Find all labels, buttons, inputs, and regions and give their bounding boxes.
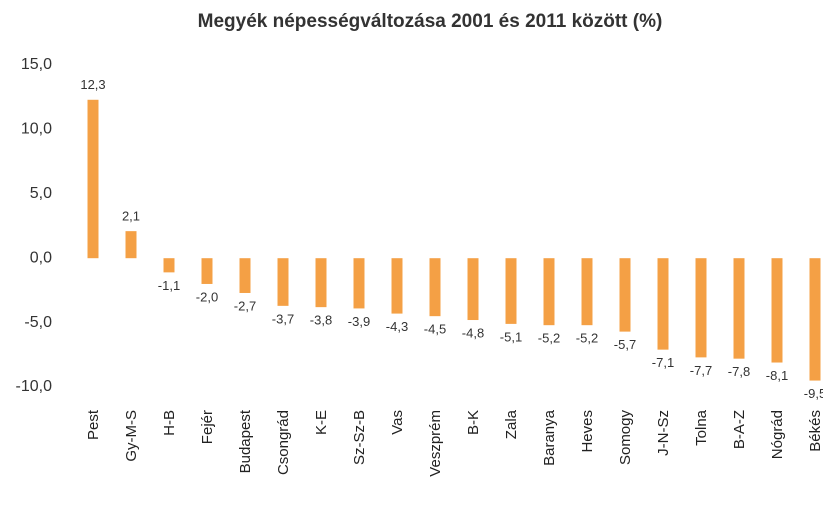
value-label: -2,7 [234,298,256,313]
x-tick-label: H-B [161,410,178,436]
value-label: -3,9 [348,314,370,329]
bar [695,258,707,358]
x-tick-label: Pest [85,409,102,440]
value-label: -4,8 [462,325,484,340]
x-tick-label: Veszprém [427,410,444,477]
y-tick-label: 5,0 [30,185,52,202]
value-label: -7,8 [728,364,750,379]
x-tick-label: B-K [465,410,482,435]
bar [239,258,251,293]
value-label: 2,1 [122,209,140,224]
bar [809,258,821,381]
value-label: -7,1 [652,355,674,370]
x-tick-label: Somogy [617,410,634,466]
x-tick-label: Sz-Sz-B [351,410,368,465]
bar [619,258,631,332]
x-tick-label: Nógrád [769,410,786,459]
x-tick-label: B-A-Z [731,410,748,449]
x-tick-label: J-N-Sz [655,410,672,456]
bar [87,99,99,259]
x-tick-label: Gy-M-S [123,410,140,462]
bar [429,258,441,317]
bar [581,258,593,326]
value-label: -2,0 [196,289,218,304]
x-tick-label: Budapest [237,409,254,473]
bar [657,258,669,350]
bar [391,258,403,314]
x-tick-label: Fejér [199,410,216,444]
y-tick-label: 10,0 [21,121,52,138]
y-tick-label: 15,0 [21,56,52,73]
x-tick-label: Békés [807,410,823,452]
bar [125,231,137,259]
x-tick-label: Baranya [541,409,558,466]
y-tick-label: -10,0 [16,378,53,395]
bar [201,258,213,284]
value-label: -1,1 [158,278,180,293]
bar [733,258,745,359]
value-label: -9,5 [804,386,823,401]
value-label: 12,3 [80,77,105,92]
value-label: -3,8 [310,313,332,328]
x-tick-label: Heves [579,410,596,453]
x-tick-label: Zala [503,409,520,439]
chart-title: Megyék népességváltozása 2001 és 2011 kö… [198,11,663,32]
bar [315,258,327,308]
value-label: -5,2 [538,331,560,346]
value-label: -7,7 [690,363,712,378]
bar [353,258,365,309]
bar [505,258,517,324]
value-label: -4,3 [386,319,408,334]
value-label: -4,5 [424,322,446,337]
x-tick-label: Tolna [693,409,710,446]
value-label: -5,1 [500,329,522,344]
x-tick-label: Vas [389,410,406,435]
bar [277,258,289,306]
bar [771,258,783,363]
value-label: -5,2 [576,331,598,346]
y-tick-label: 0,0 [30,249,52,266]
y-tick-label: -5,0 [24,314,52,331]
x-tick-label: Csongrád [275,410,292,475]
bar [163,258,175,273]
value-label: -8,1 [766,368,788,383]
value-label: -5,7 [614,337,636,352]
value-label: -3,7 [272,311,294,326]
bar [543,258,555,326]
bar [467,258,479,321]
x-tick-label: K-E [313,410,330,435]
